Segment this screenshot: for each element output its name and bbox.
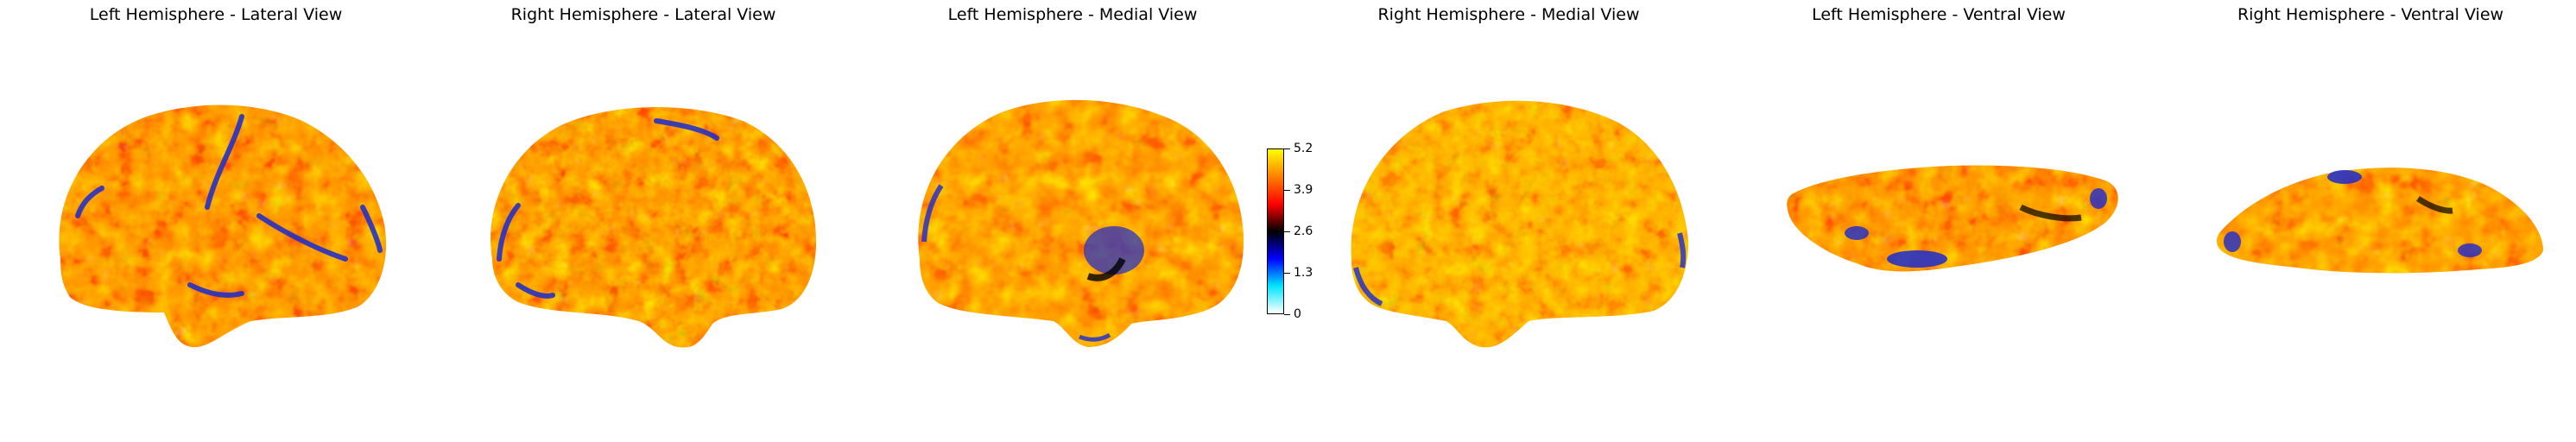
colorbar-tick-label: 1.3: [1294, 266, 1313, 280]
colorbar-tick-label: 2.6: [1294, 224, 1313, 238]
panel-title: Right Hemisphere - Lateral View: [510, 5, 776, 24]
colorbar-tick-label: 5.2: [1294, 142, 1313, 155]
colorbar-tick-label: 3.9: [1294, 183, 1313, 197]
panel-title: Left Hemisphere - Lateral View: [89, 5, 343, 24]
colorbar-tick: [1284, 148, 1290, 149]
panel-right-ventral: Right Hemisphere - Ventral View: [2155, 0, 2576, 442]
colorbar-tick: [1284, 313, 1290, 315]
panel-right-lateral: Right Hemisphere - Lateral View: [427, 0, 859, 442]
panel-left-ventral: Left Hemisphere - Ventral View: [1723, 0, 2155, 442]
brain-right-lateral: [491, 107, 816, 348]
brain-left-ventral: [1787, 165, 2118, 272]
colorbar: [1267, 148, 1284, 314]
brain-left-medial: [918, 99, 1244, 347]
colorbar-tick: [1284, 272, 1290, 274]
panel-title: Right Hemisphere - Ventral View: [2237, 5, 2504, 24]
brain-right-ventral: [2217, 167, 2543, 274]
panel-title: Left Hemisphere - Medial View: [947, 5, 1198, 24]
panel-title: Right Hemisphere - Medial View: [1377, 5, 1640, 24]
panel-right-medial: Right Hemisphere - Medial View: [1293, 0, 1725, 442]
brain-left-lateral: [59, 104, 386, 348]
panel-left-medial: Left Hemisphere - Medial View: [857, 0, 1288, 442]
panel-left-lateral: Left Hemisphere - Lateral View: [0, 0, 432, 442]
colorbar-tick: [1284, 230, 1290, 232]
brain-right-medial: [1351, 100, 1688, 348]
colorbar-tick: [1284, 189, 1290, 191]
colorbar-tick-label: 0: [1294, 307, 1301, 321]
panel-title: Left Hemisphere - Ventral View: [1812, 5, 2066, 24]
